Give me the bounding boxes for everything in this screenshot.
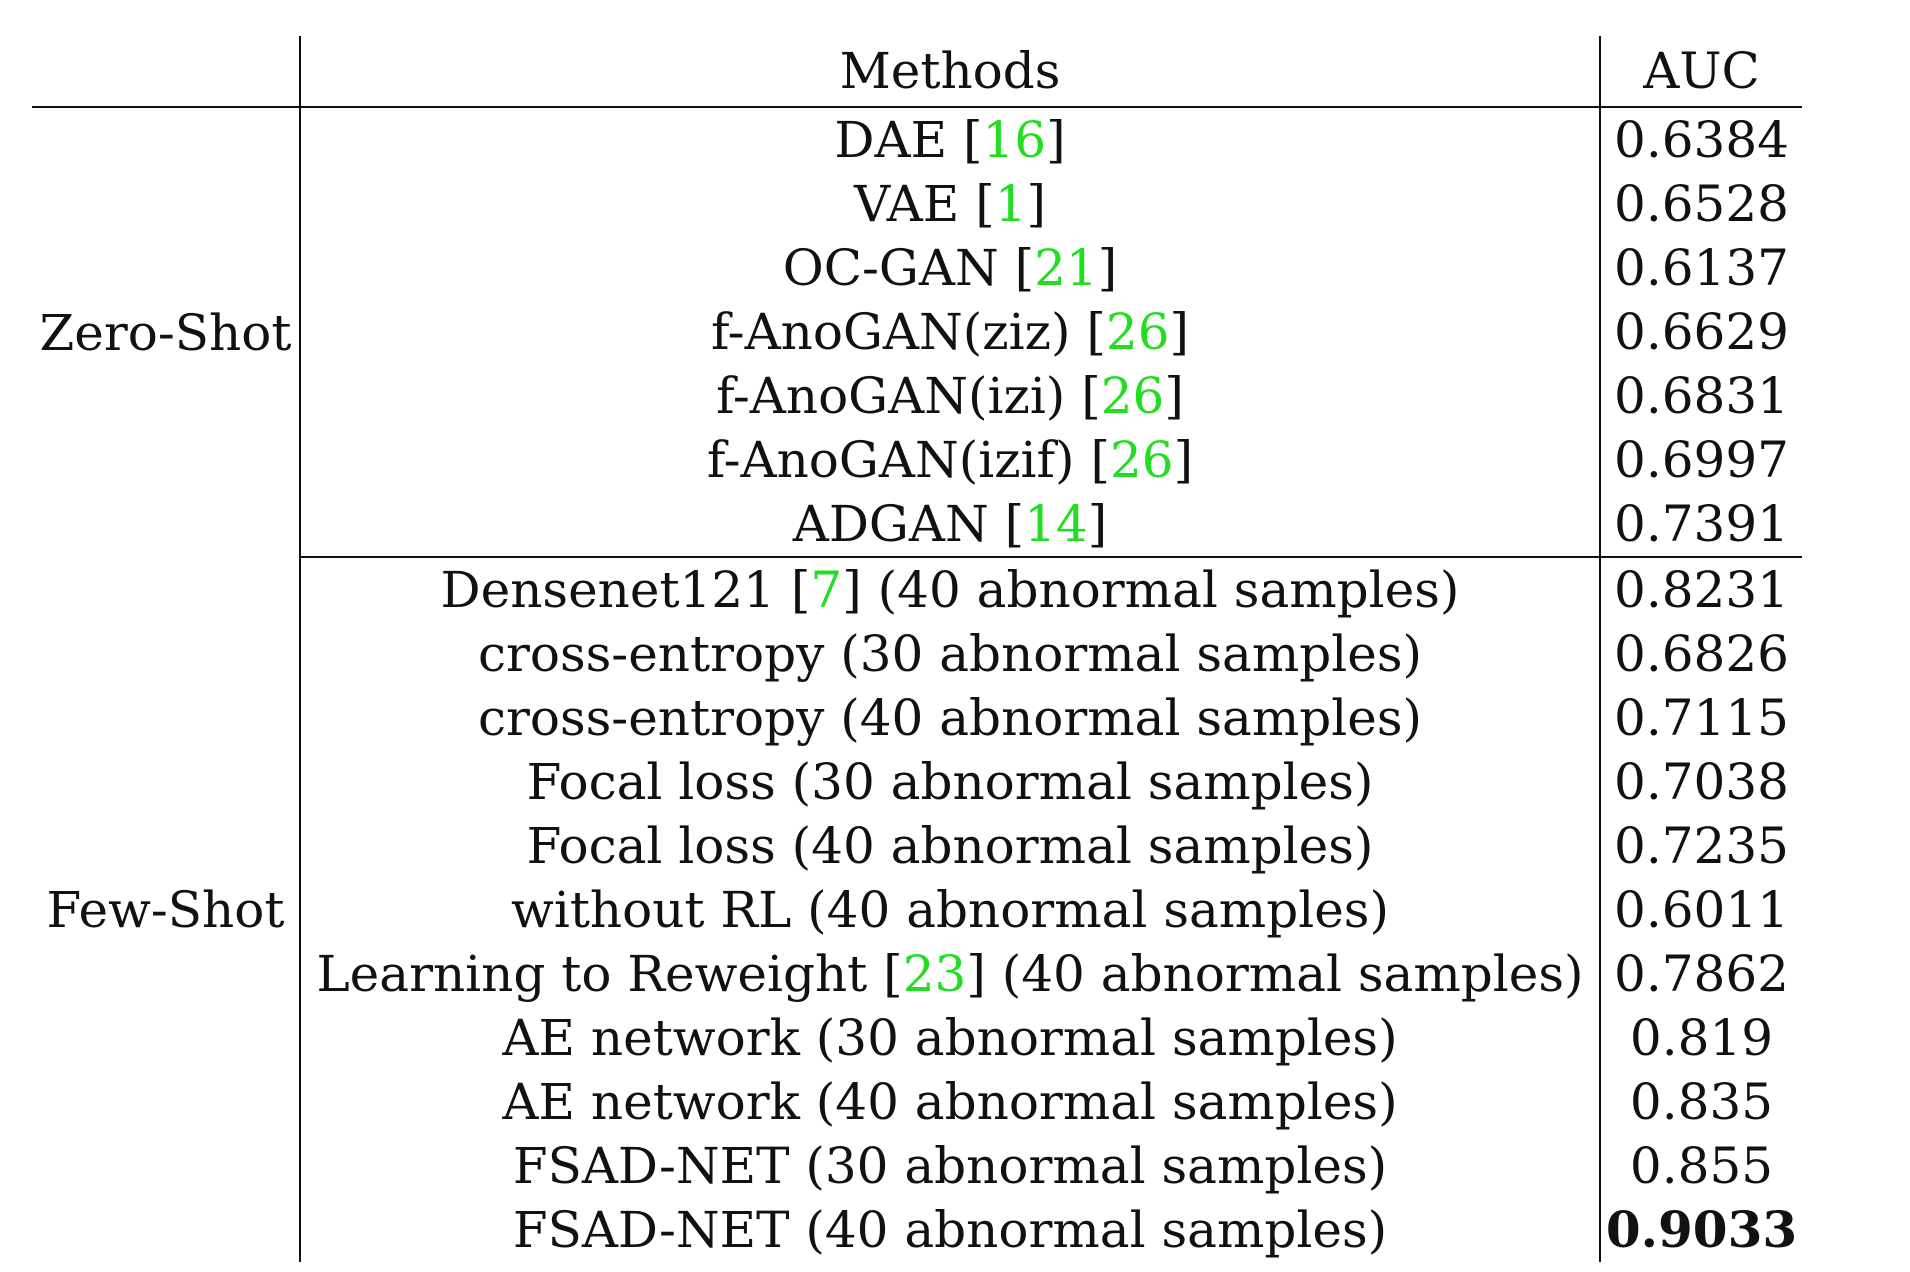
method-name: Focal loss (40 abnormal samples): [526, 817, 1374, 875]
method-cell: AE network (40 abnormal samples): [299, 1070, 1600, 1134]
table-row: Few-Shot Densenet121 [7] (40 abnormal sam…: [32, 557, 1802, 939]
method-cell: cross-entropy (40 abnormal samples): [299, 686, 1600, 750]
table-row: cross-entropy (40 abnormal samples) 0.711…: [32, 686, 1802, 750]
results-table: Methods AUC Zero-Shot DAE [16] 0.6384 VAE […: [32, 36, 1802, 1262]
method-cell: FSAD-NET (40 abnormal samples): [299, 1198, 1600, 1262]
method-cell: VAE [1]: [299, 172, 1600, 236]
table-row: Learning to Reweight [23] (40 abnormal s…: [32, 942, 1802, 1006]
method-name: VAE: [853, 175, 960, 233]
citation-link[interactable]: 7: [810, 561, 843, 619]
header-group: [32, 36, 300, 107]
method-cell: OC-GAN [21]: [299, 236, 1600, 300]
auc-value: 0.6997: [1599, 428, 1802, 492]
method-name: DAE: [834, 111, 948, 169]
method-name: without RL (40 abnormal samples): [511, 881, 1389, 939]
auc-value: 0.7235: [1599, 814, 1802, 878]
method-name: Densenet121: [440, 561, 775, 619]
method-cell: Learning to Reweight [23] (40 abnormal s…: [299, 942, 1600, 1006]
method-cell: FSAD-NET (30 abnormal samples): [299, 1134, 1600, 1198]
citation-link[interactable]: 21: [1034, 239, 1098, 297]
method-cell: f-AnoGAN(izi) [26]: [299, 364, 1600, 428]
method-cell: without RL (40 abnormal samples): [299, 878, 1600, 942]
method-name: FSAD-NET (30 abnormal samples): [512, 1137, 1388, 1195]
table-row: without RL (40 abnormal samples) 0.6011: [32, 878, 1802, 942]
citation-link[interactable]: 26: [1100, 367, 1165, 425]
auc-value: 0.6137: [1599, 236, 1802, 300]
auc-value: 0.8231: [1599, 557, 1802, 622]
auc-value: 0.7038: [1599, 750, 1802, 814]
method-name: f-AnoGAN(izi): [716, 367, 1066, 425]
method-name: AE network (40 abnormal samples): [502, 1073, 1398, 1131]
table-row: VAE [1] 0.6528: [32, 172, 1802, 236]
auc-value: 0.6528: [1599, 172, 1802, 236]
table-row: Focal loss (40 abnormal samples) 0.7235: [32, 814, 1802, 878]
zero-shot-section: Zero-Shot DAE [16] 0.6384 VAE [1] 0.6528 OC-G…: [32, 107, 1802, 558]
auc-value: 0.7115: [1599, 686, 1802, 750]
method-cell: cross-entropy (30 abnormal samples): [299, 622, 1600, 686]
table-row: f-AnoGAN(izi) [26] 0.6831: [32, 364, 1802, 428]
method-cell: Focal loss (40 abnormal samples): [299, 814, 1600, 878]
citation-link[interactable]: 1: [994, 175, 1027, 233]
auc-value: 0.6826: [1599, 622, 1802, 686]
group-label: Few-Shot: [46, 880, 285, 939]
method-suffix: (40 abnormal samples): [877, 561, 1460, 619]
table-row: ADGAN [14] 0.7391: [32, 492, 1802, 558]
method-name: cross-entropy (40 abnormal samples): [477, 689, 1423, 747]
method-name: Learning to Reweight: [316, 945, 868, 1003]
auc-value: 0.819: [1599, 1006, 1802, 1070]
method-cell: f-AnoGAN(izif) [26]: [299, 428, 1600, 492]
method-name: f-AnoGAN(izif): [706, 431, 1075, 489]
method-name: OC-GAN: [782, 239, 999, 297]
few-shot-section: Few-Shot Densenet121 [7] (40 abnormal sam…: [32, 557, 1802, 1262]
method-name: cross-entropy (30 abnormal samples): [477, 625, 1423, 683]
table-row: FSAD-NET (40 abnormal samples) 0.9033: [32, 1198, 1802, 1262]
table-row: f-AnoGAN(ziz) [26] 0.6629: [32, 300, 1802, 364]
citation-link[interactable]: 16: [982, 111, 1047, 169]
header-methods: Methods: [299, 36, 1600, 107]
auc-value: 0.7391: [1599, 492, 1802, 558]
table-row: AE network (40 abnormal samples) 0.835: [32, 1070, 1802, 1134]
auc-value: 0.6011: [1599, 878, 1802, 942]
auc-value: 0.7862: [1599, 942, 1802, 1006]
citation-link[interactable]: 23: [902, 945, 967, 1003]
table-row: cross-entropy (30 abnormal samples) 0.682…: [32, 622, 1802, 686]
auc-value: 0.6384: [1599, 107, 1802, 172]
auc-value: 0.855: [1599, 1134, 1802, 1198]
method-cell: ADGAN [14]: [299, 492, 1600, 558]
auc-value: 0.835: [1599, 1070, 1802, 1134]
header-auc: AUC: [1599, 36, 1802, 107]
auc-value: 0.6629: [1599, 300, 1802, 364]
method-name: ADGAN: [792, 495, 989, 553]
auc-value: 0.6831: [1599, 364, 1802, 428]
header-row: Methods AUC: [32, 36, 1802, 107]
table-row: FSAD-NET (30 abnormal samples) 0.855: [32, 1134, 1802, 1198]
method-name: FSAD-NET (40 abnormal samples): [512, 1201, 1388, 1259]
method-name: Focal loss (30 abnormal samples): [526, 753, 1374, 811]
method-cell: f-AnoGAN(ziz) [26]: [299, 300, 1600, 364]
table-header: Methods AUC: [32, 36, 1802, 107]
table-row: f-AnoGAN(izif) [26] 0.6997: [32, 428, 1802, 492]
citation-link[interactable]: 14: [1024, 495, 1088, 553]
method-name: f-AnoGAN(ziz): [710, 303, 1071, 361]
table-row: Zero-Shot DAE [16] 0.6384: [32, 107, 1802, 362]
method-name: AE network (30 abnormal samples): [502, 1009, 1398, 1067]
method-cell: Densenet121 [7] (40 abnormal samples): [299, 557, 1600, 622]
group-label: Zero-Shot: [39, 303, 292, 362]
results-table-container: Methods AUC Zero-Shot DAE [16] 0.6384 VAE […: [32, 36, 1802, 1262]
method-suffix: (40 abnormal samples): [1001, 945, 1584, 1003]
table-row: OC-GAN [21] 0.6137: [32, 236, 1802, 300]
citation-link[interactable]: 26: [1109, 431, 1174, 489]
method-cell: DAE [16]: [299, 107, 1600, 172]
table-row: AE network (30 abnormal samples) 0.819: [32, 1006, 1802, 1070]
table-row: Focal loss (30 abnormal samples) 0.7038: [32, 750, 1802, 814]
method-cell: AE network (30 abnormal samples): [299, 1006, 1600, 1070]
auc-value-best: 0.9033: [1599, 1198, 1802, 1262]
method-cell: Focal loss (30 abnormal samples): [299, 750, 1600, 814]
citation-link[interactable]: 26: [1105, 303, 1170, 361]
